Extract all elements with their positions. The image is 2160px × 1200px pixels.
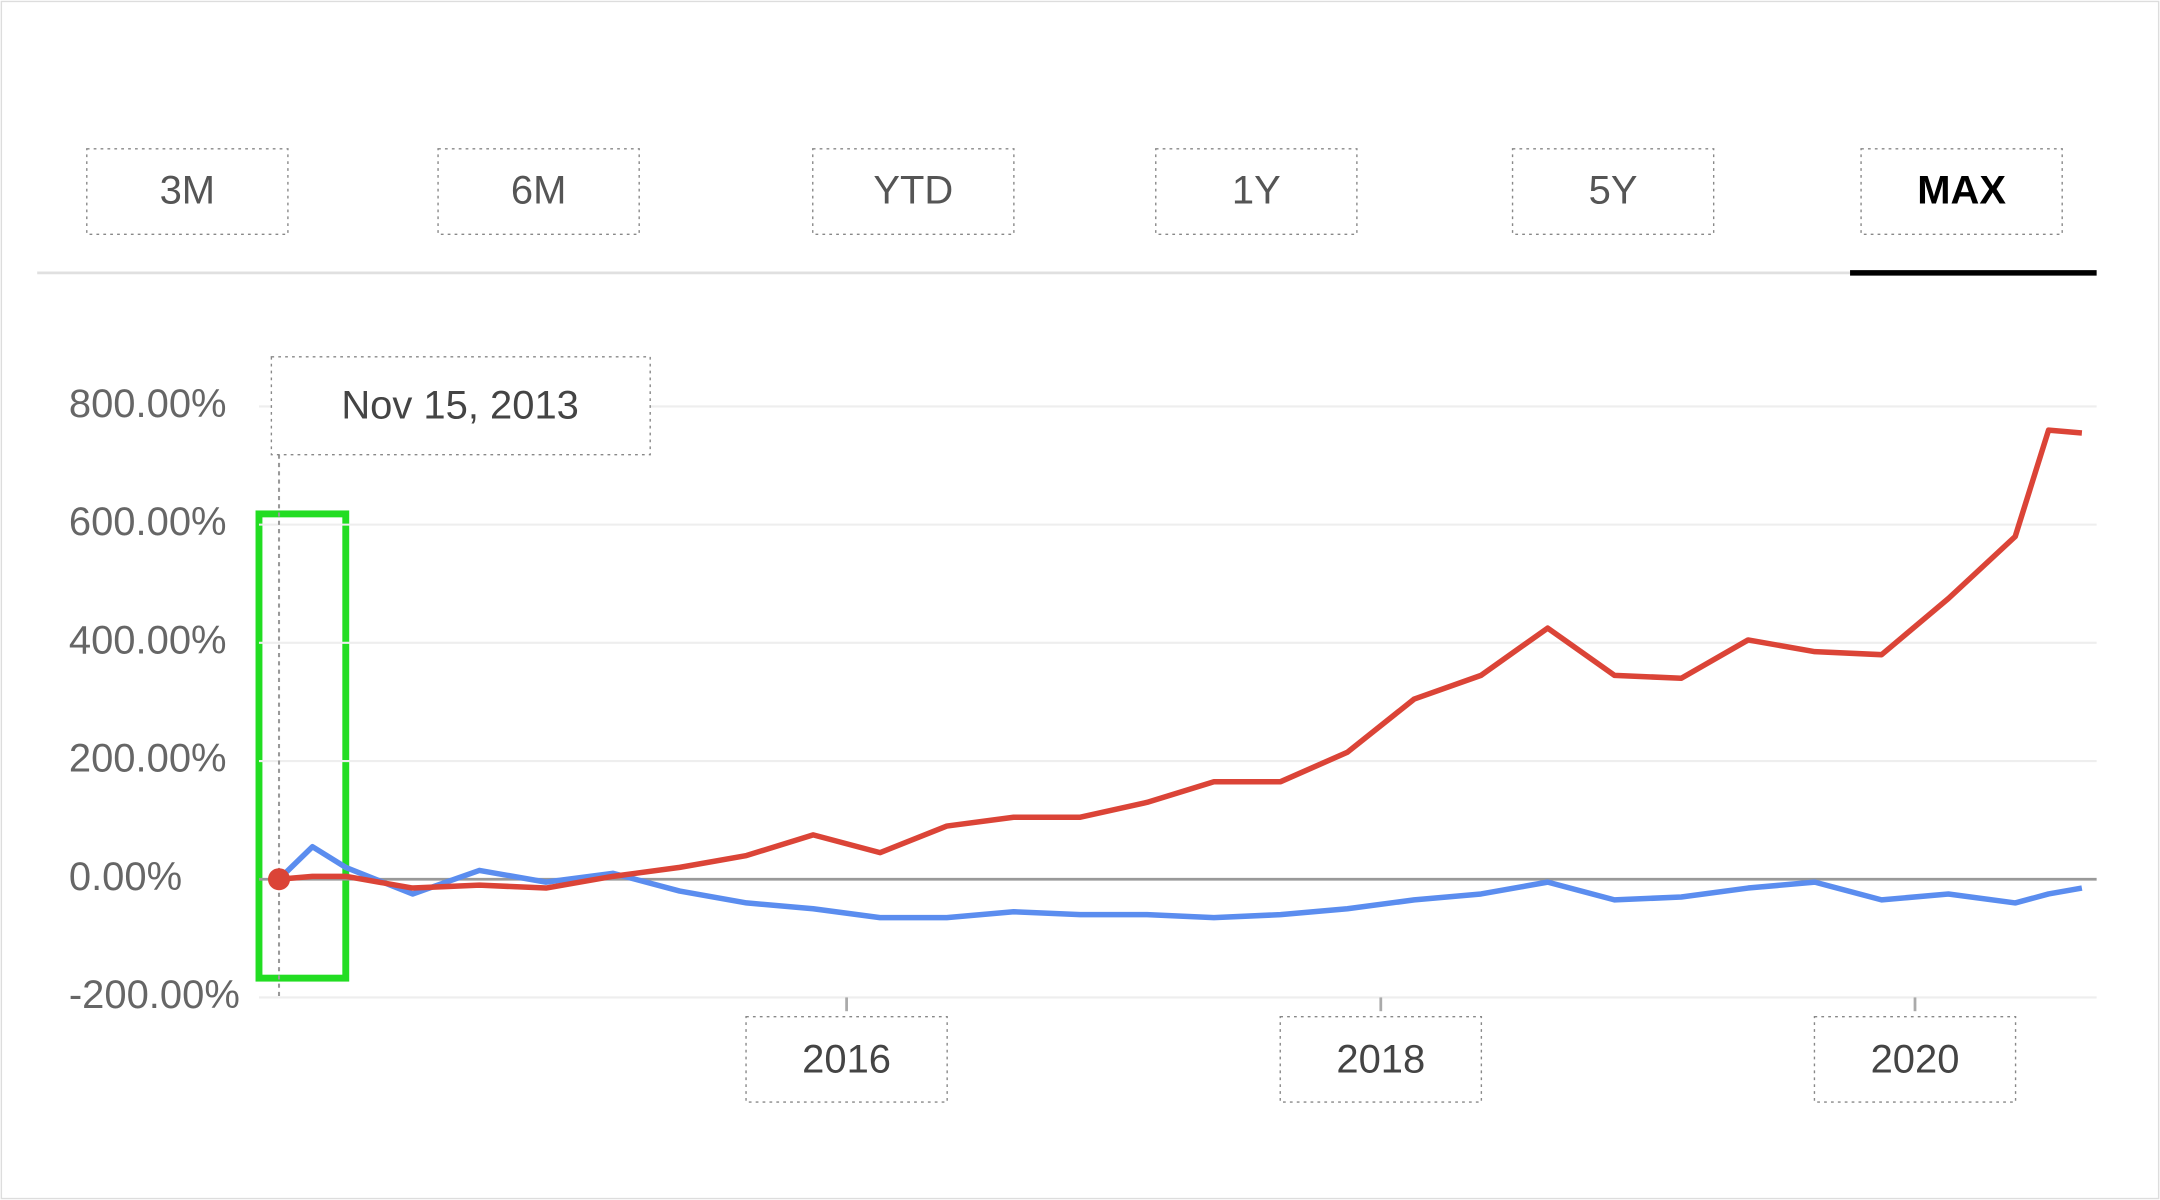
series-line xyxy=(277,843,2083,921)
tab[interactable]: 5Y xyxy=(1589,168,1638,212)
tooltip-text: Nov 15, 2013 xyxy=(341,383,579,427)
tab[interactable]: MAX xyxy=(1917,168,2006,212)
y-tick-label: -200.00% xyxy=(69,973,240,1017)
x-tick-box xyxy=(1279,1016,1483,1103)
x-tick-label: 2016 xyxy=(802,1038,891,1082)
y-tick-label: 0.00% xyxy=(69,855,182,899)
x-tick-box xyxy=(1813,1016,2017,1103)
x-tick-label: 2018 xyxy=(1336,1038,1425,1082)
y-tick-label: 400.00% xyxy=(69,618,227,662)
tab-box xyxy=(1155,148,1358,235)
tab[interactable]: 1Y xyxy=(1232,168,1281,212)
tab[interactable]: 6M xyxy=(511,168,566,212)
tooltip-box xyxy=(270,356,651,456)
x-tick-label: 2020 xyxy=(1871,1038,1960,1082)
y-tick-label: 800.00% xyxy=(69,382,227,426)
tab-box xyxy=(437,148,640,235)
tab-box xyxy=(86,148,289,235)
y-tick-label: 200.00% xyxy=(69,737,227,781)
series-line xyxy=(278,427,2083,891)
tab-box xyxy=(1860,148,2063,235)
highlight-box xyxy=(255,510,350,982)
tab-box xyxy=(1511,148,1715,235)
tab-box xyxy=(812,148,1015,235)
x-tick-box xyxy=(745,1016,948,1103)
y-tick-label: 600.00% xyxy=(69,500,227,544)
tab[interactable]: YTD xyxy=(873,168,953,212)
tab[interactable]: 3M xyxy=(160,168,215,212)
hover-point xyxy=(267,868,291,891)
